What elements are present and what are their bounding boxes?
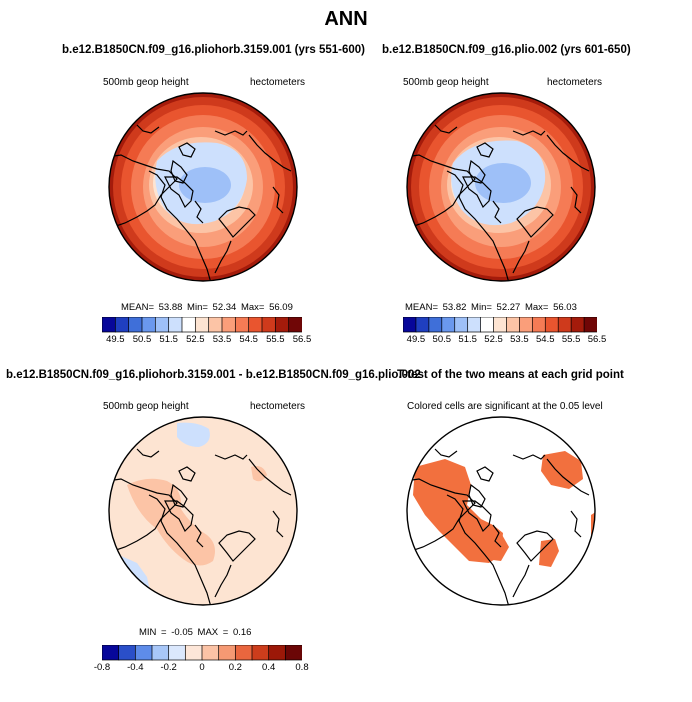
colorbar-box [493,317,508,333]
colorbar-tick-label: 51.5 [159,334,178,345]
colorbar-tick-label: 52.5 [186,334,205,345]
stats-top-right: MEAN= 53.82 Min= 52.27 Max= 56.03 [405,302,577,313]
colorbar-tick-label: 49.5 [106,334,125,345]
colorbar-tick-label: 55.5 [266,334,285,345]
colorbar-box [248,317,263,333]
colorbar-box [284,645,302,661]
colorbar-tick-label: 51.5 [458,334,477,345]
colorbar-box [118,645,136,661]
colorbar-tick-label: 0.8 [295,662,309,673]
colorbar-tick-label: 49.5 [406,334,426,345]
units-label-top-right: hectometers [547,77,603,88]
colorbar-box [184,645,203,661]
colorbar-box [583,317,597,333]
colorbar-box [114,317,130,333]
colorbar-top-right [403,317,597,333]
units-label-top-left: hectometers [250,77,306,88]
colorbar-box [208,317,223,333]
colorbar-box [506,317,521,333]
colorbar-tick-label: 0.2 [228,662,242,673]
colorbar-box [102,317,116,333]
colorbar-tick-label: -0.8 [93,662,111,673]
colorbar-box [274,317,290,333]
colorbar-box [154,317,170,333]
colorbar-box [151,645,170,661]
colorbar-box [141,317,156,333]
colorbar-tick-label: 0 [199,662,205,673]
stats-bottom-left: MIN = -0.05 MAX = 0.16 [139,627,252,638]
colorbar-box [261,317,276,333]
colorbar-tick-label: -0.4 [127,662,144,673]
colorbar-box [403,317,417,333]
colorbar-tick-label: 54.5 [536,334,555,345]
variable-label-top-right: 500mb geop height [403,77,489,88]
colorbar-box [557,317,572,333]
colorbar-box [428,317,443,333]
colorbar-ticks-top-left: 49.5 50.5 51.5 52.5 53.5 54.5 55.5 56.5 [102,334,311,346]
colorbar-box [221,317,236,333]
colorbar-box [234,317,250,333]
colorbar-box [194,317,210,333]
colorbar-tick-label: 53.5 [212,334,232,345]
colorbar-box [519,317,533,333]
units-label-bottom-left: hectometers [250,401,306,412]
colorbar-ticks-bottom-left: -0.8 -0.4 -0.2 0 0.2 0.4 0.8 [94,662,309,674]
panel-title-bottom-left: b.e12.B1850CN.f09_g16.pliohorb.3159.001 … [6,369,421,381]
figure-title: ANN [324,8,368,30]
colorbar-tick-label: 50.5 [132,334,152,345]
colorbar-box [288,317,302,333]
colorbar-box [168,317,183,333]
polar-map-top-right [406,92,596,282]
variable-label-bottom-left: 500mb geop height [103,401,189,412]
colorbar-box [181,317,196,333]
colorbar-box [544,317,559,333]
colorbar-tick-label: 52.5 [484,334,503,345]
polar-map-bottom-right [406,416,596,606]
colorbar-top-left [102,317,302,333]
colorbar-box [454,317,469,333]
panel-title-top-right: b.e12.B1850CN.f09_g16.plio.002 (yrs 601-… [382,44,631,56]
colorbar-ticks-top-right: 49.5 50.5 51.5 52.5 53.5 54.5 55.5 56.5 [403,334,607,346]
panel-title-top-left: b.e12.B1850CN.f09_g16.pliohorb.3159.001 … [62,44,365,56]
colorbar-box [268,645,286,661]
colorbar-tick-label: 53.5 [510,334,529,345]
colorbar-tick-label: 50.5 [432,334,452,345]
colorbar-box [415,317,430,333]
colorbar-box [480,317,495,333]
colorbar-box [251,645,270,661]
significance-label-bottom-right: Colored cells are significant at the 0.0… [407,401,603,412]
colorbar-box [201,645,220,661]
colorbar-tick-label: 55.5 [561,334,581,345]
colorbar-box [168,645,186,661]
colorbar-tick-label: 56.5 [292,334,312,345]
colorbar-box [218,645,236,661]
colorbar-box [102,645,120,661]
colorbar-box [467,317,482,333]
stats-top-left: MEAN= 53.88 Min= 52.34 Max= 56.09 [121,302,293,313]
panel-title-bottom-right: T-test of the two means at each grid poi… [397,369,624,381]
colorbar-box [134,645,153,661]
polar-map-top-left [108,92,298,282]
colorbar-tick-label: -0.2 [160,662,177,673]
colorbar-box [128,317,143,333]
colorbar-bottom-left [102,645,302,661]
colorbar-tick-label: 56.5 [587,334,607,345]
polar-map-bottom-left [108,416,298,606]
colorbar-box [570,317,585,333]
colorbar-tick-label: 54.5 [239,334,258,345]
colorbar-tick-label: 0.4 [262,662,276,673]
significant-cells [413,451,595,567]
colorbar-box [234,645,253,661]
variable-label-top-left: 500mb geop height [103,77,189,88]
colorbar-box [531,317,546,333]
colorbar-box [441,317,456,333]
